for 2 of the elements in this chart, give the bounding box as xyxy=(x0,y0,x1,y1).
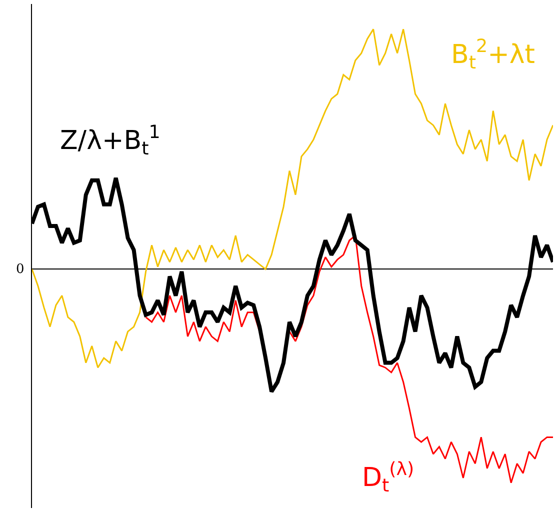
text: 0 xyxy=(16,262,24,277)
series-label: B$_{t}$$^{2}$+λt xyxy=(451,36,535,74)
